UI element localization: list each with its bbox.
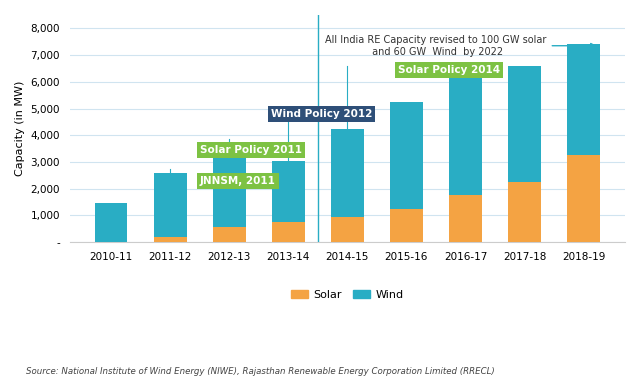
Bar — [272, 161, 305, 222]
Bar — [390, 102, 422, 209]
Text: All India RE Capacity revised to 100 GW solar
 and 60 GW  Wind  by 2022: All India RE Capacity revised to 100 GW … — [325, 35, 595, 56]
Text: Solar Policy 2011: Solar Policy 2011 — [200, 145, 302, 155]
Text: JNNSM, 2011: JNNSM, 2011 — [200, 176, 276, 186]
Bar — [567, 44, 600, 155]
Bar — [213, 227, 246, 242]
Bar — [213, 142, 246, 227]
Bar — [95, 203, 127, 242]
Legend: Solar, Wind: Solar, Wind — [287, 286, 408, 305]
Bar — [449, 196, 482, 242]
Text: Wind Policy 2012: Wind Policy 2012 — [271, 109, 372, 119]
Bar — [331, 129, 364, 217]
Bar — [390, 209, 422, 242]
Y-axis label: Capacity (in MW): Capacity (in MW) — [15, 81, 25, 176]
Bar — [449, 75, 482, 196]
Bar — [508, 182, 541, 242]
Text: Source: National Institute of Wind Energy (NIWE), Rajasthan Renewable Energy Cor: Source: National Institute of Wind Energ… — [26, 367, 494, 376]
Bar — [272, 222, 305, 242]
Text: Solar Policy 2014: Solar Policy 2014 — [397, 65, 500, 75]
Bar — [154, 173, 186, 237]
Bar — [154, 237, 186, 242]
Bar — [567, 155, 600, 242]
Bar — [508, 66, 541, 182]
Bar — [331, 217, 364, 242]
